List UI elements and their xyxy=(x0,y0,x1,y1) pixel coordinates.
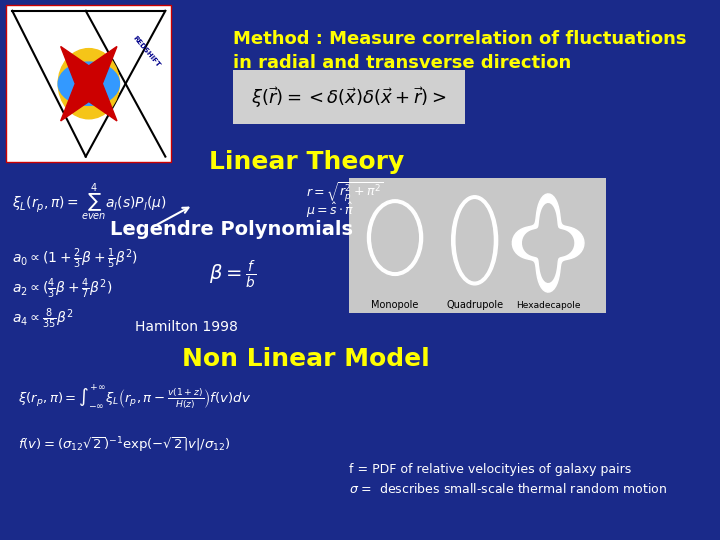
Text: $r=\sqrt{r_p^2+\pi^2}$: $r=\sqrt{r_p^2+\pi^2}$ xyxy=(306,180,384,204)
Text: $a_0 \propto (1+\frac{2}{3}\beta+\frac{1}{5}\beta^2)$: $a_0 \propto (1+\frac{2}{3}\beta+\frac{1… xyxy=(12,247,138,272)
Text: $f(v)=(\sigma_{12}\sqrt{2})^{-1}\exp(-\sqrt{2}|v|/\sigma_{12})$: $f(v)=(\sigma_{12}\sqrt{2})^{-1}\exp(-\s… xyxy=(19,436,231,455)
Ellipse shape xyxy=(372,204,418,271)
Text: $\beta = \frac{f}{b}$: $\beta = \frac{f}{b}$ xyxy=(210,259,256,292)
Text: $\xi(r_p,\pi)=\int_{-\infty}^{+\infty}\xi_L\left(r_p,\pi-\frac{v(1+z)}{H(z)}\rig: $\xi(r_p,\pi)=\int_{-\infty}^{+\infty}\x… xyxy=(19,383,251,411)
Polygon shape xyxy=(523,204,574,282)
Text: f = PDF of relative velocityies of galaxy pairs: f = PDF of relative velocityies of galax… xyxy=(349,463,631,476)
Text: $\xi(\vec{r}) = <\delta(\vec{x})\delta(\vec{x}+\vec{r})>$: $\xi(\vec{r}) = <\delta(\vec{x})\delta(\… xyxy=(251,85,446,110)
Bar xyxy=(233,70,465,124)
Text: $\xi_L(r_p,\pi)=\sum_{even}^{4}a_l(s)P_l(\mu)$: $\xi_L(r_p,\pi)=\sum_{even}^{4}a_l(s)P_l… xyxy=(12,181,167,224)
Ellipse shape xyxy=(456,200,493,281)
Bar xyxy=(349,178,606,313)
Text: Quadrupole: Quadrupole xyxy=(446,300,503,310)
Polygon shape xyxy=(60,46,117,121)
Text: Monopole: Monopole xyxy=(372,300,419,310)
Text: $a_4 \propto \frac{8}{35}\beta^2$: $a_4 \propto \frac{8}{35}\beta^2$ xyxy=(12,306,74,331)
Polygon shape xyxy=(513,194,584,292)
Text: Hamilton 1998: Hamilton 1998 xyxy=(135,320,238,334)
Text: Hexadecapole: Hexadecapole xyxy=(516,301,580,309)
Ellipse shape xyxy=(58,62,120,105)
Text: Linear Theory: Linear Theory xyxy=(209,150,404,174)
Text: REDSHIFT: REDSHIFT xyxy=(132,35,161,69)
Bar xyxy=(6,5,171,162)
Text: Legendre Polynomials: Legendre Polynomials xyxy=(110,220,354,239)
Text: $\mu=\hat{s}\cdot\hat{\pi}$: $\mu=\hat{s}\cdot\hat{\pi}$ xyxy=(306,201,355,220)
Text: $\sigma$ =  describes small-scale thermal random motion: $\sigma$ = describes small-scale thermal… xyxy=(349,482,667,496)
Ellipse shape xyxy=(58,49,120,119)
Ellipse shape xyxy=(451,195,498,285)
Ellipse shape xyxy=(367,200,423,275)
Text: Method : Measure correlation of fluctuations: Method : Measure correlation of fluctuat… xyxy=(233,30,686,48)
Text: Non Linear Model: Non Linear Model xyxy=(182,347,430,371)
Text: in radial and transverse direction: in radial and transverse direction xyxy=(233,54,571,72)
Text: $a_2 \propto (\frac{4}{3}\beta+\frac{4}{7}\beta^2)$: $a_2 \propto (\frac{4}{3}\beta+\frac{4}{… xyxy=(12,276,112,301)
